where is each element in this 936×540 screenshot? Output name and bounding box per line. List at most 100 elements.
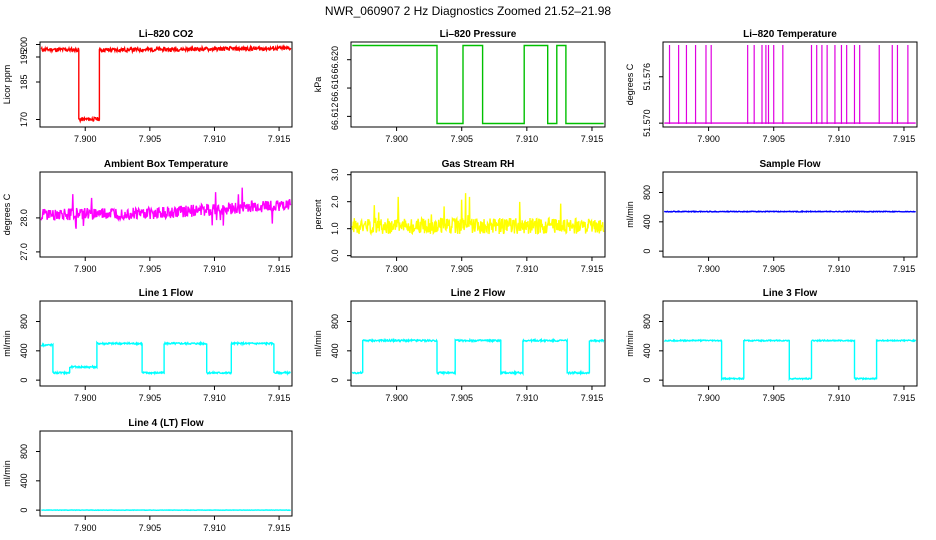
- y-tick-label: 185: [19, 74, 29, 89]
- y-tick-label: 400: [642, 343, 652, 358]
- x-tick-label: 7.915: [268, 523, 291, 533]
- x-tick-label: 7.905: [139, 523, 162, 533]
- x-tick-label: 7.900: [74, 134, 97, 144]
- y-tick-label: 800: [330, 314, 340, 329]
- x-tick-label: 7.900: [385, 264, 408, 274]
- plot-frame: [39, 430, 293, 517]
- series-line: [40, 340, 291, 376]
- y-axis-label: ml/min: [625, 201, 635, 228]
- y-tick-label: 3.0: [330, 168, 340, 181]
- y-tick-label: 1.0: [330, 222, 340, 235]
- chart-panel-4: Ambient Box Temperature degrees C 7.900 7.9…: [2, 159, 293, 274]
- plot-frame: [39, 300, 293, 387]
- x-tick-label: 7.905: [762, 393, 785, 403]
- y-tick-label: 400: [19, 473, 29, 488]
- y-tick-label: 2.0: [330, 195, 340, 208]
- panel-title: Li–820 Temperature: [743, 29, 837, 40]
- plot-frame: [662, 41, 918, 128]
- x-tick-label: 7.910: [203, 523, 226, 533]
- panel-title: Line 2 Flow: [451, 288, 506, 299]
- y-axis-label: ml/min: [313, 330, 323, 357]
- y-tick-label: 800: [19, 444, 29, 459]
- x-tick-label: 7.915: [581, 134, 604, 144]
- y-axis-label: ml/min: [2, 460, 12, 487]
- x-tick-label: 7.905: [139, 264, 162, 274]
- x-tick-label: 7.915: [268, 264, 291, 274]
- y-tick-label: 170: [19, 112, 29, 127]
- x-tick-label: 7.905: [450, 264, 473, 274]
- x-tick-label: 7.900: [385, 393, 408, 403]
- y-tick-label: 66.616: [330, 74, 340, 102]
- chart-panel-2: Li–820 Pressure kPa 7.900 7.905 7.910 7.915 66…: [313, 29, 606, 144]
- plot-frame: [350, 41, 606, 128]
- x-tick-label: 7.910: [203, 393, 226, 403]
- series-line: [40, 44, 292, 124]
- plot-frame: [350, 171, 606, 258]
- series-line: [351, 193, 605, 237]
- x-tick-label: 7.915: [581, 393, 604, 403]
- y-tick-label: 0: [330, 378, 340, 383]
- y-tick-label: 800: [19, 314, 29, 329]
- chart-panel-5: Gas Stream RH percent 7.900 7.905 7.910 7.915…: [313, 159, 606, 274]
- y-tick-label: 800: [642, 185, 652, 200]
- x-tick-label: 7.910: [516, 134, 539, 144]
- panel-title: Li–820 Pressure: [440, 29, 517, 40]
- y-tick-label: 0: [19, 378, 29, 383]
- figure-title: NWR_060907 2 Hz Diagnostics Zoomed 21.52…: [325, 4, 611, 18]
- chart-panel-10: Line 4 (LT) Flow ml/min 7.900 7.905 7.910 7.9…: [2, 418, 293, 533]
- x-tick-label: 7.905: [139, 134, 162, 144]
- panel-title: Gas Stream RH: [442, 159, 515, 170]
- series-line: [663, 338, 917, 382]
- y-axis-label: degrees C: [625, 63, 635, 105]
- plot-frame: [39, 41, 293, 128]
- y-tick-label: 0.0: [330, 249, 340, 262]
- x-tick-label: 7.905: [450, 393, 473, 403]
- panel-title: Line 1 Flow: [139, 288, 194, 299]
- x-tick-label: 7.900: [385, 134, 408, 144]
- y-tick-label: 0: [642, 378, 652, 383]
- y-tick-label: 200: [19, 37, 29, 52]
- plot-frame: [662, 171, 918, 258]
- chart-panel-8: Line 2 Flow ml/min 7.900 7.905 7.910 7.915 0 40…: [313, 288, 606, 403]
- chart-panel-3: Li–820 Temperature degrees C 7.900 7.905 7.9…: [625, 29, 918, 144]
- series-line: [663, 210, 916, 214]
- y-tick-label: 400: [19, 343, 29, 358]
- plot-frame: [662, 300, 918, 387]
- chart-panel-6: Sample Flow ml/min 7.900 7.905 7.910 7.915 0 40…: [625, 159, 918, 274]
- x-tick-label: 7.910: [203, 134, 226, 144]
- y-tick-label: 400: [642, 214, 652, 229]
- y-axis-label: ml/min: [625, 330, 635, 357]
- x-tick-label: 7.910: [828, 134, 851, 144]
- y-tick-label: 28.0: [19, 209, 29, 227]
- chart-panel-7: Line 1 Flow ml/min 7.900 7.905 7.910 7.915 0 40…: [2, 288, 293, 403]
- x-tick-label: 7.910: [203, 264, 226, 274]
- x-tick-label: 7.900: [697, 264, 720, 274]
- x-tick-label: 7.900: [74, 393, 97, 403]
- x-tick-label: 7.900: [74, 523, 97, 533]
- x-tick-label: 7.900: [697, 134, 720, 144]
- y-axis-label: Licor ppm: [2, 65, 12, 105]
- x-tick-label: 7.915: [581, 264, 604, 274]
- y-tick-label: 27.0: [19, 243, 29, 261]
- y-axis-label: kPa: [313, 77, 323, 93]
- x-tick-label: 7.900: [74, 264, 97, 274]
- plot-frame: [350, 300, 606, 387]
- x-tick-label: 7.915: [893, 134, 916, 144]
- series-line: [351, 337, 605, 377]
- y-tick-label: 195: [19, 49, 29, 64]
- y-tick-label: 0: [642, 249, 652, 254]
- y-tick-label: 66.612: [330, 103, 340, 131]
- panel-title: Line 3 Flow: [763, 288, 818, 299]
- x-tick-label: 7.915: [893, 264, 916, 274]
- y-tick-label: 800: [642, 314, 652, 329]
- x-tick-label: 7.905: [762, 134, 785, 144]
- y-tick-label: 51.576: [642, 63, 652, 91]
- panel-title: Line 4 (LT) Flow: [128, 418, 204, 429]
- chart-panel-1: Li–820 CO2 Licor ppm 7.900 7.905 7.910 7.915 1…: [2, 29, 293, 144]
- panel-title: Li–820 CO2: [139, 29, 194, 40]
- y-tick-label: 400: [330, 343, 340, 358]
- x-tick-label: 7.905: [139, 393, 162, 403]
- x-tick-label: 7.910: [516, 393, 539, 403]
- y-axis-label: degrees C: [2, 193, 12, 235]
